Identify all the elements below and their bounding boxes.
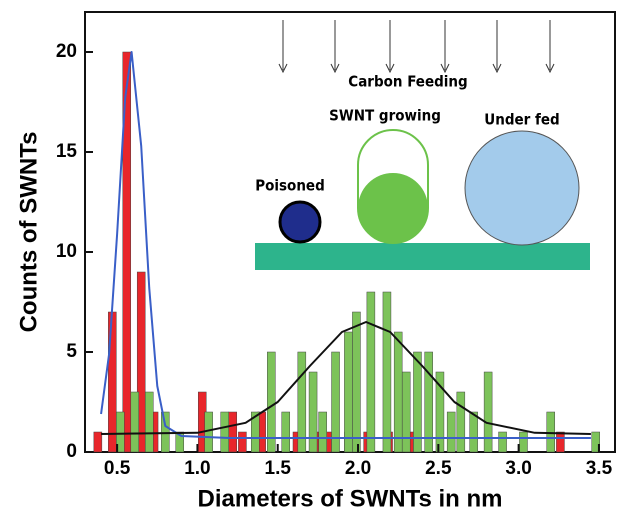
bar: [352, 311, 361, 453]
y-tick-label: 10: [56, 241, 77, 262]
bar: [382, 291, 392, 453]
x-tick-label: 3.0: [505, 458, 531, 479]
bar: [116, 411, 125, 453]
y-tick-label: 15: [56, 141, 78, 162]
bar: [122, 51, 132, 453]
bar: [250, 411, 260, 453]
annotation: Poisoned: [255, 177, 325, 195]
y-tick-label: 5: [66, 341, 77, 362]
bar: [546, 411, 556, 453]
bar: [591, 431, 600, 453]
bar: [161, 411, 170, 453]
y-tick-label: 0: [66, 441, 77, 462]
bar: [144, 391, 154, 453]
bar: [519, 431, 528, 453]
x-tick-label: 2.5: [425, 458, 452, 479]
bar: [175, 431, 185, 453]
x-tick-label: 2.0: [345, 458, 371, 479]
bar: [228, 411, 238, 453]
poisoned-particle: [278, 200, 322, 244]
bar: [220, 411, 229, 453]
bar: [308, 371, 318, 453]
annotation: Carbon Feeding: [348, 73, 467, 91]
y-tick-label: 20: [56, 41, 77, 62]
bar: [393, 331, 403, 453]
x-tick-label: 0.5: [104, 458, 131, 479]
bar: [297, 351, 307, 453]
x-tick-label: 1.5: [265, 458, 292, 479]
bar: [130, 391, 140, 453]
bar: [435, 371, 445, 453]
annotation: SWNT growing: [329, 107, 441, 125]
bar: [483, 371, 493, 453]
growing-particle: [358, 173, 428, 243]
bar: [413, 351, 422, 453]
y-axis-label: Counts of SWNTs: [15, 132, 42, 333]
bar: [498, 431, 507, 453]
bar: [331, 351, 340, 453]
annotation: Under fed: [484, 111, 559, 129]
bar: [424, 351, 433, 453]
x-axis-label: Diameters of SWNTs in nm: [198, 485, 503, 512]
bar: [469, 411, 478, 453]
bar: [318, 411, 327, 453]
bar: [136, 271, 146, 453]
underfed-particle: [464, 130, 580, 246]
bar: [281, 411, 291, 453]
x-tick-label: 3.5: [586, 458, 613, 479]
fit-curve: [101, 321, 591, 435]
bar: [238, 431, 247, 453]
inset-diagram: Carbon Feeding SWNT growing Under fed Po…: [255, 20, 590, 270]
substrate: [255, 243, 590, 270]
bar: [556, 431, 565, 453]
fit-curve: [100, 51, 591, 439]
feeding-arrows: [278, 20, 555, 74]
bar: [456, 391, 466, 453]
bar: [401, 371, 411, 453]
bar: [446, 411, 456, 453]
bar: [344, 331, 353, 453]
bar: [93, 431, 103, 453]
x-tick-label: 1.0: [184, 458, 210, 479]
bar: [267, 351, 276, 453]
bar: [366, 291, 376, 453]
